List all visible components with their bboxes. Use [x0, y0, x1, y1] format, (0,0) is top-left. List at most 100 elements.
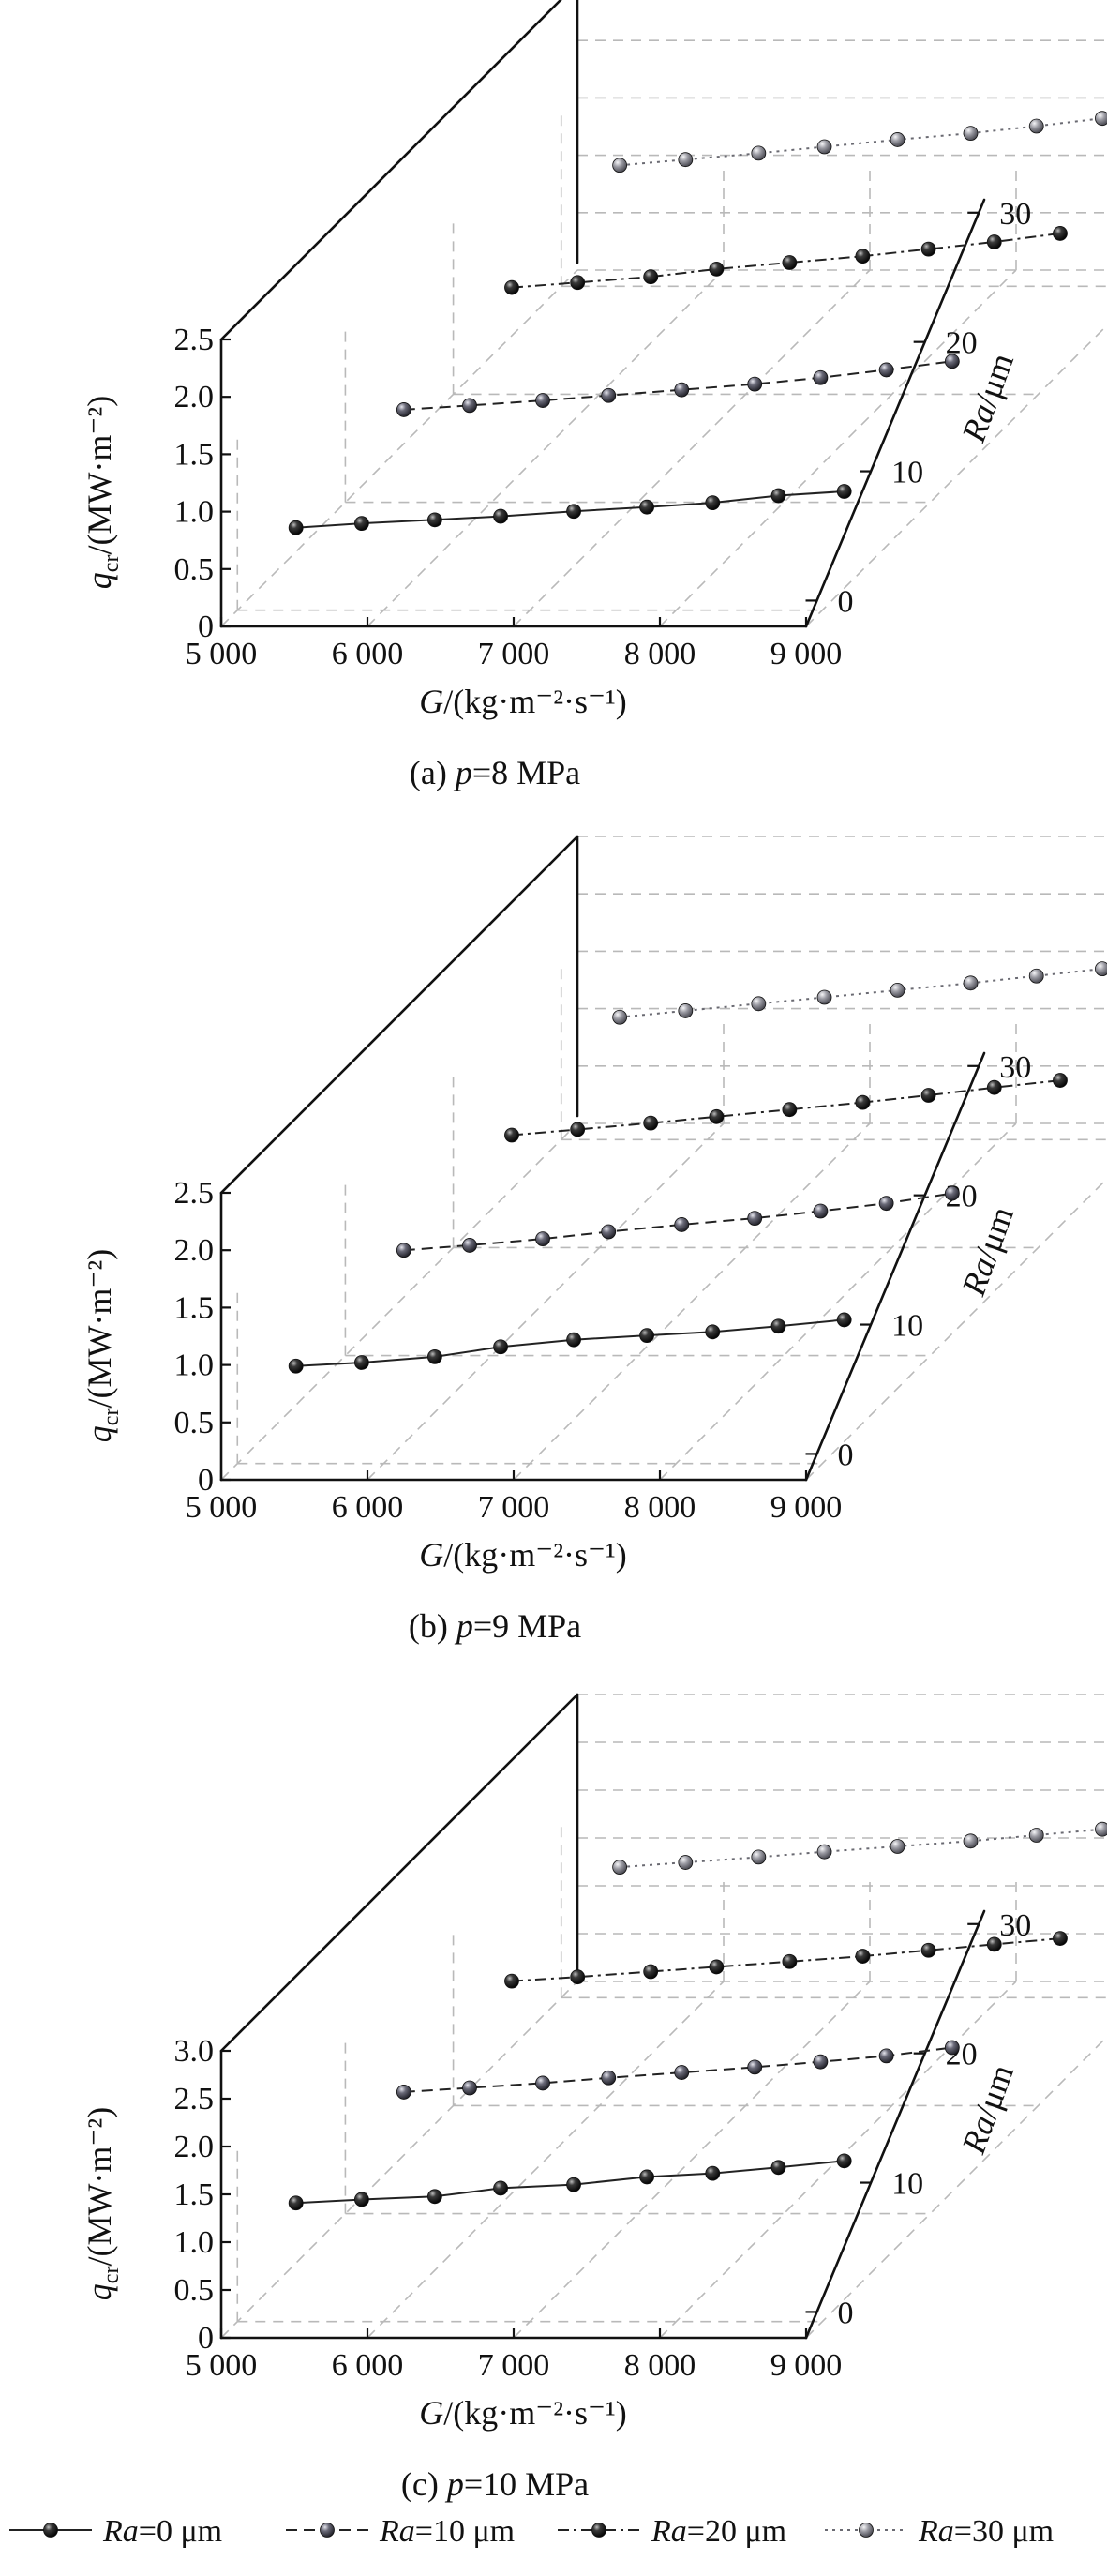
data-point: [566, 504, 581, 520]
data-point: [986, 234, 1002, 249]
series-line: [403, 360, 952, 411]
data-point: [855, 249, 871, 264]
data-point: [855, 1094, 871, 1110]
z-tick-label: 30: [999, 1908, 1031, 1943]
data-point: [890, 132, 905, 147]
y-tick-label: 1.5: [174, 437, 215, 472]
data-point: [963, 126, 979, 142]
data-point: [1053, 226, 1068, 241]
legend-label: Ra=10 μm: [379, 2514, 515, 2549]
data-point: [570, 275, 586, 291]
data-point: [709, 1108, 725, 1124]
x-tick-label: 7 000: [478, 1490, 550, 1525]
data-point: [639, 2169, 654, 2185]
legend-marker: [591, 2523, 606, 2538]
data-point: [944, 1185, 960, 1201]
data-point: [890, 1839, 905, 1854]
data-point: [639, 1328, 654, 1344]
data-point: [878, 2048, 894, 2064]
z-axis-label: Ra/μm: [954, 1201, 1021, 1301]
series-line: [511, 232, 1061, 289]
y-tick-label: 1.0: [174, 2225, 215, 2260]
series-ra-30: [612, 961, 1107, 1025]
y-tick-label: 1.5: [174, 2177, 215, 2212]
x-axis-label: G/(kg·m⁻²·s⁻¹): [419, 2394, 627, 2432]
data-point: [396, 2085, 411, 2100]
y-tick-label: 3.0: [174, 2034, 215, 2069]
data-point: [426, 1348, 442, 1364]
grid-line: [805, 1177, 1107, 1481]
z-axis: [804, 1909, 986, 2340]
series-group: [288, 1821, 1107, 2211]
z-tick-label: 0: [838, 2296, 854, 2330]
series-ra-0: [288, 2153, 852, 2211]
z-tick-label: 10: [891, 1309, 923, 1344]
x-tick-label: 6 000: [332, 637, 404, 671]
data-point: [816, 139, 832, 155]
x-tick-label: 6 000: [332, 2348, 404, 2383]
y-tick-label: 0.5: [174, 2273, 215, 2308]
data-point: [426, 2189, 442, 2205]
legend: Ra=0 μm Ra=10 μm Ra=20 μm Ra=30 μm: [9, 2514, 1054, 2549]
grid-line: [220, 269, 578, 627]
chart-panel-2: 5 000 6 000 7 000 8 000 9 000 0 0.5 1.0 1.5 2.0 2.…: [81, 835, 1107, 1645]
axes-frame: [219, 835, 986, 1482]
data-point: [601, 387, 617, 403]
x-tick-label: 8 000: [624, 2348, 696, 2383]
x-axis-label: G/(kg·m⁻²·s⁻¹): [419, 683, 627, 720]
y-tick-label: 2.0: [174, 2130, 215, 2164]
legend-item-3: Ra=20 μm: [558, 2514, 786, 2549]
series-ra-20: [504, 1931, 1068, 1989]
data-point: [770, 2160, 786, 2176]
series-ra-20: [504, 1073, 1068, 1143]
series-line: [620, 116, 1107, 167]
data-point: [678, 1855, 694, 1870]
series-ra-0: [288, 1312, 852, 1374]
data-point: [920, 1942, 936, 1958]
y-tick-label: 0: [198, 2321, 214, 2356]
legend-marker: [43, 2523, 58, 2538]
data-point: [396, 402, 411, 417]
y-tick-label: 2.0: [174, 380, 215, 414]
data-point: [709, 1959, 725, 1975]
data-point: [705, 1324, 721, 1340]
data-point: [855, 1949, 871, 1964]
grid-line: [367, 269, 725, 627]
data-point: [288, 2195, 304, 2211]
legend-label: Ra=0 μm: [102, 2514, 222, 2549]
data-point: [396, 1243, 411, 1258]
y-tick-label: 1.5: [174, 1290, 215, 1325]
ticks: [219, 211, 980, 628]
data-point: [678, 152, 694, 168]
top-edge: [219, 0, 562, 341]
data-point: [535, 393, 550, 408]
data-point: [836, 484, 852, 499]
data-point: [1028, 968, 1044, 984]
y-tick-label: 1.0: [174, 495, 215, 530]
data-point: [1095, 111, 1107, 127]
y-axis-label: qcr/(MW·m⁻²): [81, 2107, 124, 2300]
panel-caption: (c) p=10 MPa: [401, 2465, 589, 2503]
data-point: [878, 1196, 894, 1212]
grid-line: [220, 1122, 578, 1481]
y-tick-label: 0.5: [174, 1406, 215, 1440]
x-tick-label: 7 000: [478, 2348, 550, 2383]
data-point: [944, 354, 960, 369]
data-point: [816, 989, 832, 1005]
x-axis-label: G/(kg·m⁻²·s⁻¹): [419, 1536, 627, 1574]
z-tick-label: 30: [999, 1050, 1031, 1085]
data-point: [504, 1127, 519, 1143]
data-point: [920, 241, 936, 257]
data-point: [493, 1339, 508, 1355]
grid-line: [367, 1981, 725, 2339]
data-point: [566, 2177, 581, 2192]
data-point: [535, 2075, 550, 2091]
data-point: [1028, 118, 1044, 134]
z-tick-label: 10: [891, 2167, 923, 2202]
axes-frame: [219, 0, 986, 628]
top-edge: [219, 835, 579, 1195]
data-point: [782, 1953, 798, 1969]
data-point: [504, 1973, 519, 1989]
data-point: [770, 488, 786, 504]
